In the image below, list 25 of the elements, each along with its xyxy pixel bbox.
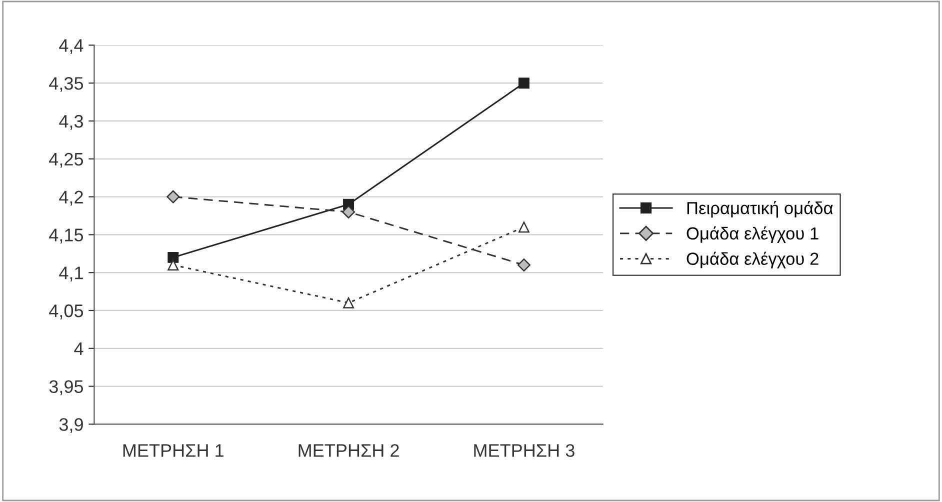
y-tick-label: 4,4 — [59, 39, 84, 54]
point — [166, 190, 180, 204]
point — [518, 78, 530, 89]
y-tick-label: 4,25 — [49, 152, 84, 168]
y-tick-label: 4,15 — [49, 228, 84, 244]
legend-label: Πειραματική ομάδα — [687, 200, 833, 218]
x-tick-label: ΜΕΤΡΗΣΗ 1 — [123, 444, 224, 457]
point — [168, 260, 179, 270]
y-tick-label: 4,2 — [59, 190, 83, 206]
y-tick-label: 3,9 — [59, 418, 83, 434]
x-tick-label: ΜΕΤΡΗΣΗ 2 — [298, 444, 399, 457]
point — [518, 222, 530, 233]
point — [168, 252, 179, 263]
point — [343, 297, 354, 308]
point — [342, 205, 356, 218]
x-tick-label: ΜΕΤΡΗΣΗ 3 — [474, 444, 574, 457]
legend-label: Ομάδα ελέγχου 2 — [686, 252, 818, 268]
y-tick-label: 4,35 — [49, 77, 84, 92]
point — [517, 258, 530, 272]
legend-label: Ομάδα ελέγχου 1 — [686, 226, 818, 244]
y-tick-label: 4,3 — [59, 114, 83, 130]
y-tick-label: 4,1 — [59, 266, 83, 282]
y-tick-label: 4,05 — [49, 304, 84, 320]
y-tick-label: 3,95 — [49, 380, 84, 396]
y-tick-label: 4 — [74, 342, 84, 355]
